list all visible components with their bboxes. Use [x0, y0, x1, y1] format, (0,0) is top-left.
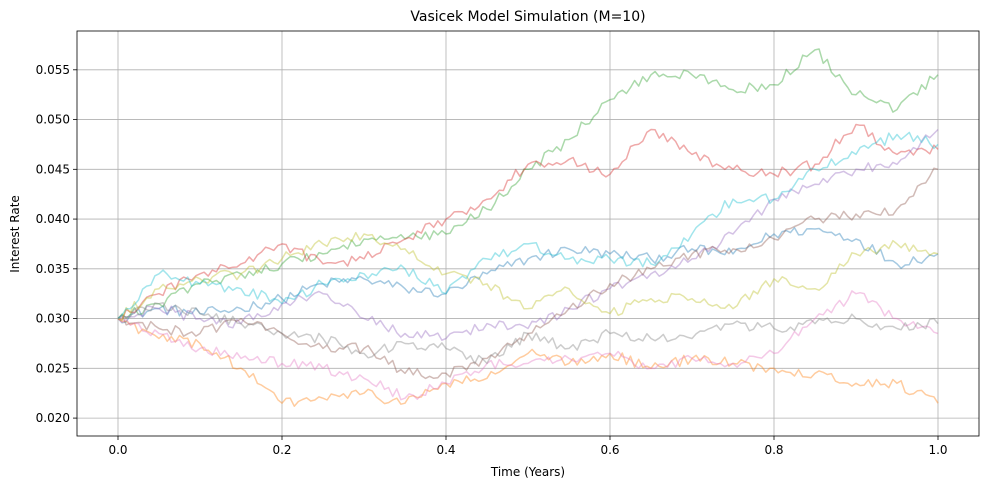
x-tick-label: 0.0 [108, 443, 127, 457]
x-tick-label: 1.0 [928, 443, 947, 457]
y-tick-label: 0.045 [36, 162, 70, 176]
series-line-4 [117, 123, 939, 321]
y-tick-label: 0.055 [36, 63, 70, 77]
y-tick-label: 0.030 [36, 312, 70, 326]
y-tick-label: 0.050 [36, 113, 70, 127]
y-axis-label: Interest Rate [8, 195, 22, 273]
x-tick-label: 0.8 [764, 443, 783, 457]
chart-title: Vasicek Model Simulation (M=10) [410, 9, 645, 25]
x-axis-label: Time (Years) [490, 465, 565, 479]
tick-layer: 0.0 0.2 0.4 0.6 0.8 1.0 0.020 0.025 0.030 0.035 0.… [36, 63, 948, 457]
y-tick-label: 0.020 [36, 411, 70, 425]
series-line-5 [117, 128, 939, 341]
series-line-10 [117, 131, 939, 320]
series-line-2 [117, 318, 939, 407]
plot-frame [76, 30, 980, 437]
y-tick-label: 0.025 [36, 361, 70, 375]
x-tick-label: 0.2 [272, 443, 291, 457]
grid-layer [77, 31, 979, 436]
y-tick-label: 0.040 [36, 212, 70, 226]
series-line-7 [117, 290, 939, 401]
x-tick-label: 0.4 [436, 443, 455, 457]
series-line-3 [117, 48, 939, 320]
y-tick-label: 0.035 [36, 262, 70, 276]
series-line-6 [117, 167, 939, 380]
x-tick-label: 0.6 [600, 443, 619, 457]
series-line-9 [117, 231, 939, 322]
series-layer [117, 48, 939, 407]
series-line-1 [117, 226, 939, 324]
series-line-8 [117, 301, 939, 365]
